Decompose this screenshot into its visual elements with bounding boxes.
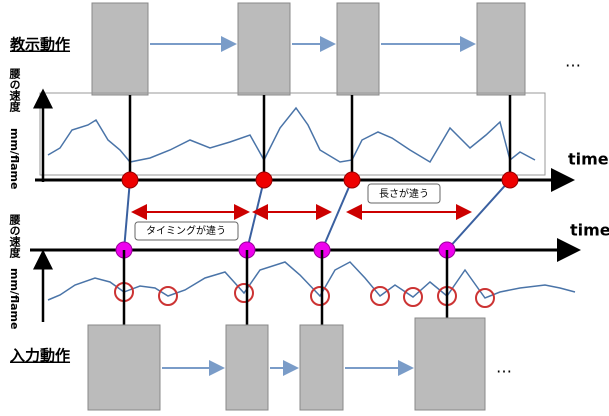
ellipsis: … [496,358,512,377]
connectors [130,95,510,180]
callout: 長さが違う [379,187,429,200]
lower-y-unit: mm/flame [8,268,21,329]
ellipsis: … [565,52,581,71]
diagram: 教示動作 … 腰の速度 mm/flame time 長さが違う タイミングが違う… [0,0,609,412]
plot-frame [40,93,545,175]
upper-y-label: 腰の速度 [8,68,22,113]
callout: タイミングが違う [146,224,226,237]
input-photos [88,318,485,410]
teaching-curve [48,108,535,162]
teaching-photos [92,3,525,95]
teaching-label: 教示動作 [9,36,70,54]
upper-time-label: time [568,150,609,169]
lower-y-label: 腰の速度 [8,214,22,259]
lower-time-label: time [570,221,609,240]
input-label: 入力動作 [10,347,70,365]
upper-y-unit: mm/flame [8,128,21,189]
